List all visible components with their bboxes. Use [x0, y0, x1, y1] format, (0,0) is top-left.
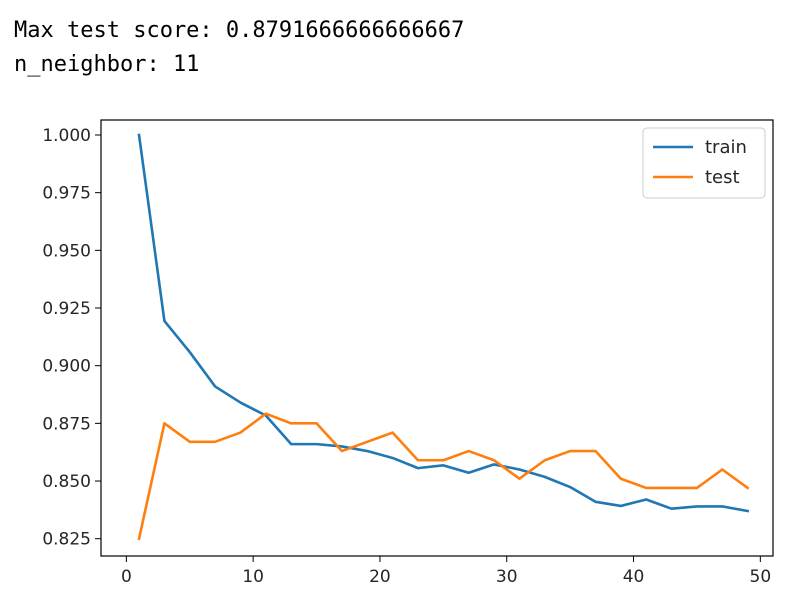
x-tick-label: 20	[369, 567, 391, 587]
y-tick-label: 0.825	[42, 530, 91, 550]
legend-label-test: test	[705, 167, 740, 188]
x-tick-label: 50	[750, 567, 772, 587]
series-line-train	[137, 133, 750, 513]
max-test-score-text: Max test score: 0.8791666666666667	[14, 18, 465, 43]
plot-frame	[100, 119, 774, 557]
legend-label-train: train	[705, 137, 747, 158]
y-tick-label: 0.850	[42, 472, 91, 492]
series-line-test	[137, 412, 750, 541]
console-output: Max test score: 0.8791666666666667 n_neig…	[14, 14, 464, 82]
y-tick-label: 0.950	[42, 241, 91, 261]
y-tick-label: 0.925	[42, 299, 91, 319]
y-tick-label: 1.000	[42, 126, 91, 146]
x-tick-label: 0	[121, 567, 132, 587]
x-tick-label: 30	[496, 567, 518, 587]
legend-box	[642, 127, 766, 199]
y-tick-label: 0.875	[42, 414, 91, 434]
x-tick-label: 40	[623, 567, 645, 587]
y-tick-label: 0.900	[42, 357, 91, 377]
n-neighbor-text: n_neighbor: 11	[14, 52, 200, 77]
x-tick-label: 10	[242, 567, 264, 587]
y-tick-label: 0.975	[42, 184, 91, 204]
